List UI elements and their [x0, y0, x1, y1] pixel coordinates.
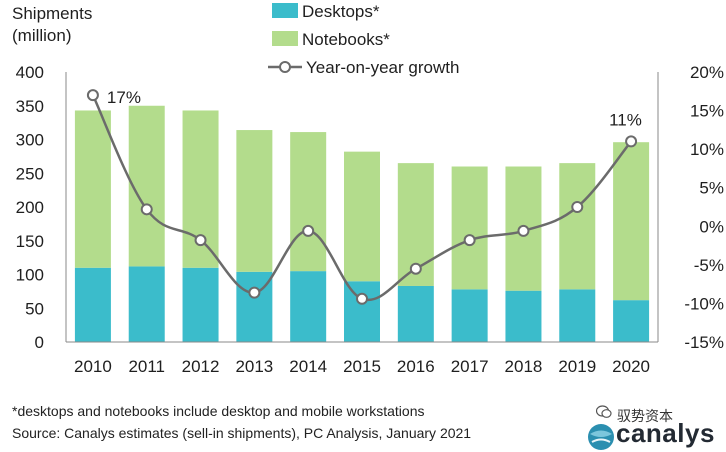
x-tick-label: 2015 — [343, 357, 381, 376]
bar-desktops-2010 — [74, 267, 111, 342]
legend-label-notebooks: Notebooks* — [302, 30, 390, 49]
bar-notebooks-2014 — [290, 132, 327, 272]
annotations: 17% 11% — [107, 88, 642, 129]
right-tick-label: 10% — [690, 140, 724, 159]
growth-line — [86, 89, 638, 305]
wechat-icon — [596, 405, 612, 418]
x-tick-label: 2010 — [74, 357, 112, 376]
left-tick-label: 250 — [16, 164, 44, 183]
x-tick-label: 2011 — [128, 357, 165, 376]
left-tick-label: 100 — [16, 266, 44, 285]
legend-swatch-growth-marker — [279, 61, 291, 73]
bar-notebooks-2015 — [344, 151, 380, 282]
legend-label-growth: Year-on-year growth — [306, 58, 459, 77]
bars — [74, 105, 650, 342]
growth-point-2015 — [356, 292, 368, 305]
x-axis: 2010 2011 2012 2013 2014 2015 2016 2017 2018 2019… — [66, 341, 658, 376]
bar-desktops-2014 — [290, 271, 327, 342]
bar-notebooks-2013 — [236, 130, 273, 272]
bar-desktops-2020 — [613, 300, 650, 342]
x-tick-label: 2017 — [451, 357, 489, 376]
right-tick-label: -5% — [694, 256, 724, 275]
growth-point-2012 — [194, 234, 207, 247]
growth-point-2010 — [86, 89, 99, 102]
right-tick-label: 5% — [699, 179, 724, 198]
bar-notebooks-2010 — [74, 110, 111, 268]
bar-desktops-2011 — [128, 266, 165, 342]
brand-logo: canalys — [586, 418, 726, 450]
left-tick-label: 300 — [16, 131, 44, 150]
y-axis-title: Shipments (million) — [12, 4, 92, 45]
annotation-label: 17% — [107, 88, 141, 107]
watermark-text: 驭势资本 — [617, 409, 673, 425]
bar-notebooks-2020 — [613, 142, 650, 301]
legend-swatch-desktops — [272, 3, 298, 18]
x-tick-label: 2013 — [235, 357, 273, 376]
bar-desktops-2019 — [559, 289, 596, 342]
bar-desktops-2015 — [344, 281, 380, 342]
growth-point-2014 — [302, 224, 315, 237]
legend: Desktops* Notebooks* Year-on-year growth — [268, 2, 459, 77]
left-tick-label: 50 — [25, 299, 44, 318]
x-tick-label: 2012 — [182, 357, 220, 376]
x-tick-label: 2019 — [558, 357, 596, 376]
y-axis-title-line: (million) — [12, 26, 72, 45]
left-tick-label: 400 — [16, 63, 44, 82]
annotation-label: 11% — [609, 110, 642, 129]
left-tick-label: 350 — [16, 97, 44, 116]
right-tick-label: 15% — [690, 102, 724, 121]
legend-label-desktops: Desktops* — [302, 2, 380, 21]
left-tick-label: 150 — [16, 232, 44, 251]
bar-desktops-2018 — [505, 290, 542, 342]
x-tick-label: 2016 — [397, 357, 435, 376]
right-axis: -15% -10% -5% 0% 5% 10% 15% 20% — [657, 63, 724, 352]
growth-point-2017 — [463, 234, 476, 247]
bar-notebooks-2017 — [451, 166, 488, 290]
x-tick-label: 2020 — [612, 357, 650, 376]
left-tick-label: 0 — [35, 333, 44, 352]
left-axis: 0 50 100 150 200 250 300 350 400 — [16, 63, 67, 352]
footnote-source: Source: Canalys estimates (sell-in shipm… — [12, 425, 472, 441]
left-tick-label: 200 — [16, 198, 44, 217]
x-tick-label: 2018 — [505, 357, 543, 376]
growth-point-2016 — [409, 262, 422, 275]
brand-name: canalys — [616, 418, 715, 448]
bar-desktops-2016 — [397, 285, 434, 342]
growth-point-2019 — [571, 201, 584, 213]
growth-point-2018 — [517, 224, 530, 237]
right-tick-label: -10% — [684, 294, 724, 313]
growth-line-path — [91, 94, 633, 302]
right-tick-label: -15% — [684, 333, 724, 352]
bar-notebooks-2019 — [559, 163, 596, 290]
bar-desktops-2017 — [451, 289, 488, 342]
right-tick-label: 20% — [690, 63, 724, 82]
x-tick-label: 2014 — [289, 357, 327, 376]
bar-desktops-2012 — [182, 267, 219, 342]
stacked-bar-line-chart: Shipments (million) Desktops* Notebooks* Ye… — [12, 2, 724, 376]
globe-icon — [588, 424, 614, 450]
y-axis-title-line: Shipments — [12, 4, 92, 23]
growth-point-2020 — [625, 135, 638, 148]
right-tick-label: 0% — [699, 217, 724, 236]
footnote-note: *desktops and notebooks include desktop … — [12, 403, 425, 419]
legend-swatch-notebooks — [272, 31, 298, 46]
growth-point-2013 — [248, 286, 261, 299]
growth-point-2011 — [140, 203, 153, 216]
bar-notebooks-2011 — [128, 105, 165, 267]
